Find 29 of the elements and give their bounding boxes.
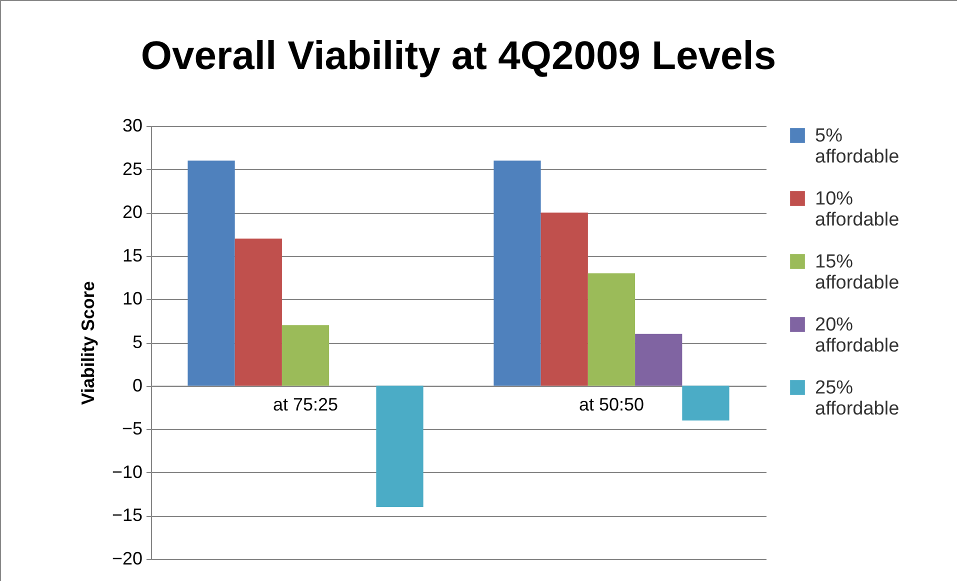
bar	[494, 160, 541, 386]
y-tick-label: −5	[122, 418, 142, 439]
legend-label: 10% affordable	[815, 188, 900, 230]
bar	[635, 334, 682, 386]
bar	[588, 273, 636, 386]
bar	[234, 238, 282, 386]
y-tick-label: 0	[132, 375, 142, 396]
y-tick-label: 30	[122, 116, 142, 136]
y-tick-label: 20	[122, 202, 142, 222]
chart-title: Overall Viability at 4Q2009 Levels	[140, 34, 776, 78]
y-tick-label: 5	[132, 332, 142, 352]
bar	[682, 386, 730, 420]
y-tick-label: −20	[112, 548, 142, 568]
bar	[282, 325, 330, 386]
y-tick-label: 10	[122, 288, 142, 309]
y-axis-title: Viability Score	[78, 281, 98, 405]
x-tick-label: at 75:25	[272, 394, 338, 414]
legend-label: 5% affordable	[815, 126, 900, 168]
legend-label: 25% affordable	[815, 378, 900, 420]
y-tick-label: 15	[122, 245, 142, 266]
legend-label: 20% affordable	[815, 314, 900, 356]
bar	[540, 212, 588, 386]
y-tick-label: −15	[112, 505, 142, 526]
y-tick-label: −10	[112, 462, 142, 482]
legend-label: 15% affordable	[815, 252, 900, 294]
y-tick-label: 25	[122, 158, 142, 179]
bar	[376, 386, 424, 508]
bar	[188, 160, 235, 386]
x-tick-label: at 50:50	[578, 394, 644, 414]
